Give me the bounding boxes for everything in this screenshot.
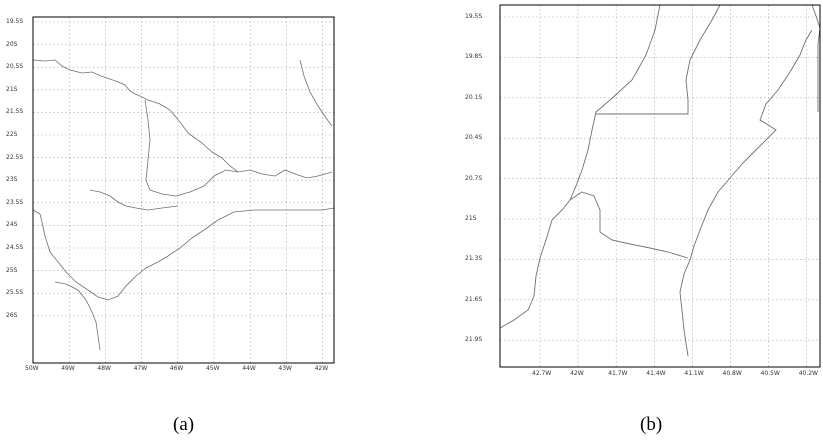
map-b-border-right xyxy=(679,29,813,357)
map-a-lat-label: 22.5S xyxy=(6,153,24,161)
map-b-lat-label: 21S xyxy=(465,215,477,222)
map-b-lat-label: 19.5S xyxy=(465,13,483,20)
map-a-lon-label: 43W xyxy=(278,365,292,372)
map-b-grid xyxy=(500,5,820,367)
map-a-lat-label: 21S xyxy=(6,85,18,93)
map-a-frame xyxy=(32,16,335,364)
map-b-lat-label: 20.4S xyxy=(465,134,483,142)
map-a-lat-label: 24.5S xyxy=(6,244,24,251)
map-a-lon-label: 49W xyxy=(61,365,75,372)
map-a-lon-label: 45W xyxy=(206,365,220,372)
map-a-lon-label: 48W xyxy=(97,365,111,372)
map-b-border-inner xyxy=(569,191,689,259)
map-a-svg xyxy=(32,16,335,364)
map-a-lat-label: 24S xyxy=(6,221,18,229)
map-b-border-top xyxy=(811,4,821,112)
map-a-border-2 xyxy=(144,99,239,197)
map-b-lon-label: 40.8W xyxy=(722,370,742,377)
map-a-border-1 xyxy=(32,207,335,301)
map-b-lon-label: 41.1W xyxy=(684,370,704,377)
map-b-lon-label: 42W xyxy=(570,370,584,377)
map-panel-a: 19.5S 20S 20.5S 21S 21.5S 22S 22.5S 23S 23.5S 24S… xyxy=(0,0,411,442)
map-a-lat-label: 25S xyxy=(6,266,18,274)
map-a-border-3 xyxy=(299,59,333,127)
map-b-border-mid xyxy=(596,4,721,115)
map-a-lon-label: 46W xyxy=(169,365,184,372)
caption-a: (a) xyxy=(173,414,195,435)
caption-b: (b) xyxy=(640,414,663,435)
map-a-lat-label: 21.5S xyxy=(6,108,24,116)
map-a-lat-label: 23.5S xyxy=(6,198,24,206)
map-a-lat-label: 20.5S xyxy=(6,63,24,71)
map-a-lat-label: 22S xyxy=(6,131,18,138)
map-b-lon-label: 41.7W xyxy=(608,370,628,377)
map-a-lon-label: 42W xyxy=(314,365,329,372)
map-b-lon-label: 42.7W xyxy=(532,370,552,377)
map-b-lat-label: 21.9S xyxy=(465,336,483,344)
map-b-lon-label: 40.5W xyxy=(760,370,780,377)
map-a-lon-label: 44W xyxy=(242,365,256,372)
map-a-lat-label: 20S xyxy=(6,40,18,48)
map-b-lat-label: 21.6S xyxy=(465,295,483,303)
map-b-border-left xyxy=(499,4,661,329)
map-b-lat-label: 20.7S xyxy=(465,174,483,182)
map-a-lat-label: 25.5S xyxy=(6,289,24,297)
map-a-lat-label: 19.5S xyxy=(6,18,24,25)
map-a-coastline xyxy=(32,59,333,179)
map-a-border-5 xyxy=(54,281,101,351)
map-a-border-4 xyxy=(89,189,179,211)
map-a-lat-label: 23S xyxy=(6,176,18,184)
map-a-lat-label: 26S xyxy=(6,311,18,319)
map-b-frame xyxy=(499,4,821,368)
map-b-lon-label: 41.4W xyxy=(646,370,666,377)
map-a-lon-label: 50W xyxy=(25,365,39,372)
map-b-lat-label: 20.1S xyxy=(465,93,483,101)
map-b-lat-label: 19.8S xyxy=(465,53,483,61)
map-b-lon-label: 40.2W xyxy=(798,370,818,377)
map-a-grid xyxy=(32,17,334,363)
map-b-lat-label: 21.3S xyxy=(465,255,483,263)
map-a-lon-label: 47W xyxy=(133,365,148,372)
